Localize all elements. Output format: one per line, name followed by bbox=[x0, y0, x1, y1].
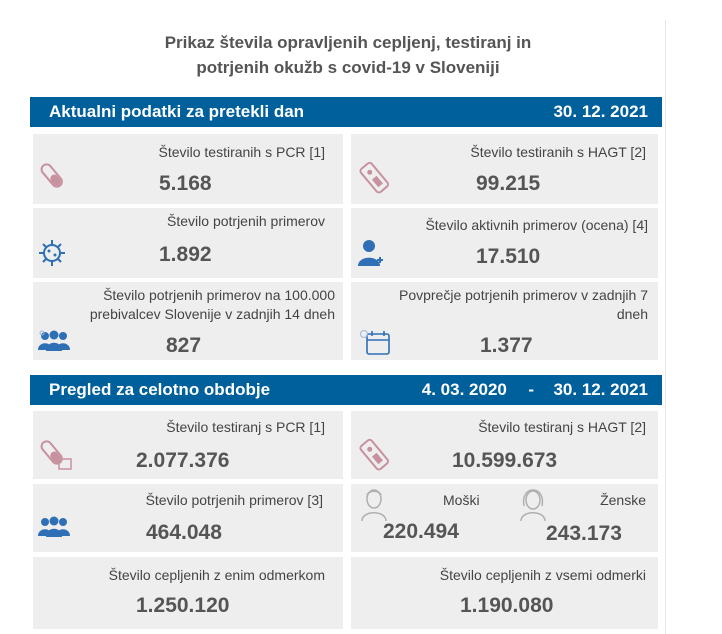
overall-male-value: 220.494 bbox=[383, 520, 459, 543]
overall-confirmed-label: Število potrjenih primerov [3] bbox=[145, 492, 323, 508]
calendar-icon bbox=[360, 330, 390, 355]
overall-date-from: 4. 03. 2020 bbox=[421, 380, 507, 399]
female-icon bbox=[520, 489, 546, 522]
daily-confirmed-label: Število potrjenih primerov bbox=[167, 213, 325, 229]
overall-male-label: Moški bbox=[443, 492, 480, 508]
overall-vacc-one-label: Število cepljenih z enim odmerkom bbox=[108, 567, 325, 583]
overall-vacc-one-value: 1.250.120 bbox=[136, 594, 230, 617]
daily-band-label: Aktualni podatki za pretekli dan bbox=[49, 102, 305, 121]
daily-per100k-label: Število potrjenih primerov na 100.000 pr… bbox=[89, 287, 335, 322]
daily-hagt-label: Število testiranih s HAGT [2] bbox=[470, 144, 646, 160]
virus-icon bbox=[39, 240, 65, 266]
daily-active-value: 17.510 bbox=[476, 245, 541, 268]
antigen-test-icon bbox=[359, 438, 390, 471]
overall-hagt-value: 10.599.673 bbox=[452, 449, 558, 472]
card-overall-vacc-one: Število cepljenih z enim odmerkom 1.250.… bbox=[33, 557, 343, 629]
people-icon bbox=[38, 330, 70, 351]
daily-pcr-value: 5.168 bbox=[159, 172, 212, 195]
overall-pcr-label: Število testiranj s PCR [1] bbox=[166, 419, 325, 435]
antigen-test-icon bbox=[359, 161, 390, 194]
overall-band-dates: 4. 03. 2020 - 30. 12. 2021 bbox=[422, 375, 648, 405]
test-tube-icon bbox=[40, 163, 63, 188]
card-overall-hagt: Število testiranj s HAGT [2] 10.599.673 bbox=[351, 411, 658, 479]
test-tube-icon bbox=[40, 440, 72, 470]
card-daily-active: Število aktivnih primerov (ocena) [4] 17… bbox=[351, 208, 658, 278]
overall-pcr-value: 2.077.376 bbox=[136, 449, 230, 472]
overall-female-value: 243.173 bbox=[546, 522, 622, 545]
daily-active-label: Število aktivnih primerov (ocena) [4] bbox=[425, 217, 648, 233]
overall-band-label: Pregled za celotno obdobje bbox=[49, 380, 271, 399]
page-title: Prikaz števila opravljenih cepljenj, tes… bbox=[164, 33, 532, 77]
daily-band-date: 30. 12. 2021 bbox=[553, 102, 648, 121]
daily-per100k-value: 827 bbox=[166, 334, 202, 357]
daily-confirmed-value: 1.892 bbox=[159, 243, 212, 266]
card-overall-vacc-all: Število cepljenih z vsemi odmerki 1.190.… bbox=[351, 557, 658, 629]
card-overall-gender: Moški 220.494 Ženske 243.173 bbox=[351, 484, 658, 552]
daily-hagt-value: 99.215 bbox=[476, 172, 541, 195]
card-overall-pcr: Število testiranj s PCR [1] 2.077.376 bbox=[33, 411, 343, 479]
overall-vacc-all-label: Število cepljenih z vsemi odmerki bbox=[439, 567, 646, 583]
overall-date-dash: - bbox=[528, 380, 534, 399]
daily-avg7-value: 1.377 bbox=[480, 334, 533, 357]
overall-vacc-all-value: 1.190.080 bbox=[460, 594, 554, 617]
male-icon bbox=[361, 489, 387, 522]
card-daily-hagt: Število testiranih s HAGT [2] 99.215 bbox=[351, 134, 658, 204]
daily-avg7-label: Povprečje potrjenih primerov v zadnjih 7… bbox=[398, 287, 648, 322]
card-daily-per100k: Število potrjenih primerov na 100.000 pr… bbox=[33, 282, 343, 360]
card-daily-avg7: Povprečje potrjenih primerov v zadnjih 7… bbox=[351, 282, 658, 360]
overall-date-to: 30. 12. 2021 bbox=[553, 380, 648, 399]
overall-female-label: Ženske bbox=[600, 492, 646, 508]
card-daily-confirmed: Število potrjenih primerov 1.892 bbox=[33, 208, 343, 278]
daily-band: Aktualni podatki za pretekli dan 30. 12.… bbox=[30, 97, 662, 127]
overall-band: Pregled za celotno obdobje 4. 03. 2020 -… bbox=[30, 375, 662, 405]
daily-pcr-label: Število testiranih s PCR [1] bbox=[158, 144, 325, 160]
person-icon bbox=[358, 240, 383, 266]
card-daily-pcr: Število testiranih s PCR [1] 5.168 bbox=[33, 134, 343, 204]
overall-confirmed-value: 464.048 bbox=[146, 521, 222, 544]
card-overall-confirmed: Število potrjenih primerov [3] 464.048 bbox=[33, 484, 343, 552]
divider bbox=[665, 20, 666, 634]
overall-hagt-label: Število testiranj s HAGT [2] bbox=[478, 419, 646, 435]
people-icon bbox=[38, 516, 70, 537]
